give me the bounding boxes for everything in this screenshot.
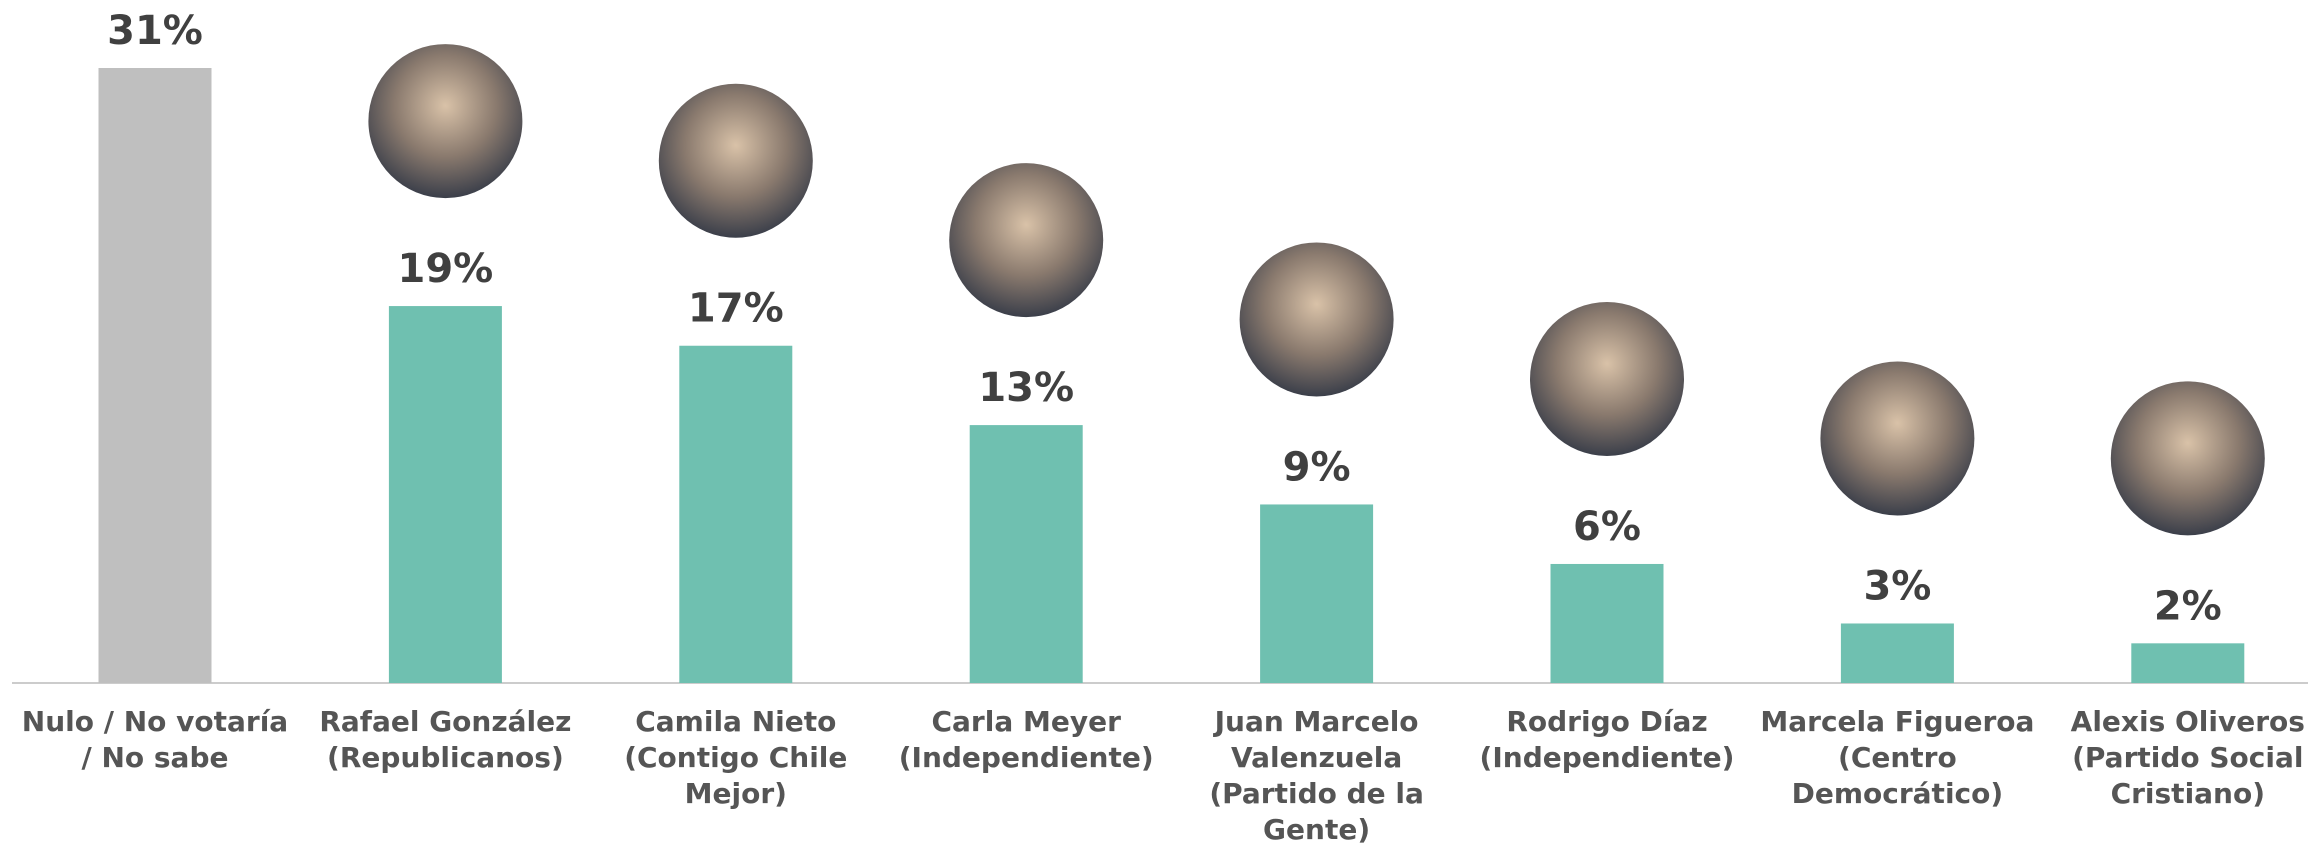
- value-label: 3%: [1863, 563, 1931, 609]
- category-label: Juan Marcelo Valenzuela (Partido de la G…: [1177, 704, 1457, 845]
- bar: [99, 68, 212, 683]
- category-label: Nulo / No votaría / No sabe: [15, 704, 295, 776]
- category-label: Carla Meyer (Independiente): [886, 704, 1166, 776]
- bar: [1260, 504, 1373, 683]
- candidate-photo: [2111, 381, 2265, 535]
- value-label: 13%: [978, 365, 1074, 411]
- candidate-photo: [368, 44, 522, 198]
- candidate-photo: [659, 84, 813, 238]
- candidate-photo: [949, 163, 1103, 317]
- value-label: 17%: [688, 286, 784, 332]
- bar: [679, 346, 792, 683]
- value-label: 2%: [2154, 583, 2222, 629]
- candidate-photo: [1820, 361, 1974, 515]
- category-label: Rafael González (Republicanos): [305, 704, 585, 776]
- bar: [970, 425, 1083, 683]
- bar: [389, 306, 502, 683]
- chart: 31% 19% 17% 13% 9% 6% 3% 2% Nulo / No votaría /…: [0, 0, 2308, 845]
- category-label: Rodrigo Díaz (Independiente): [1467, 704, 1747, 776]
- bar: [1551, 564, 1664, 683]
- bar: [1841, 623, 1954, 683]
- category-label: Alexis Oliveros (Partido Social Cristian…: [2048, 704, 2308, 812]
- candidate-photo: [1530, 302, 1684, 456]
- candidate-photo: [1240, 242, 1394, 396]
- value-label: 19%: [398, 246, 494, 292]
- value-label: 9%: [1283, 444, 1351, 490]
- value-label: 31%: [107, 8, 203, 54]
- bar: [2131, 643, 2244, 683]
- value-label: 6%: [1573, 504, 1641, 550]
- category-label: Marcela Figueroa (Centro Democrático): [1757, 704, 2037, 812]
- category-label: Camila Nieto (Contigo Chile Mejor): [596, 704, 876, 812]
